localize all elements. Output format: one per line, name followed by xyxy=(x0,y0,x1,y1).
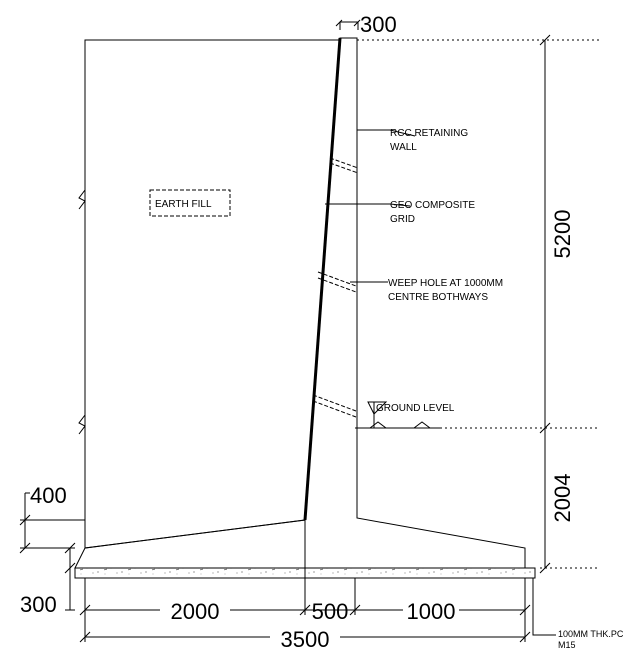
dim-tick xyxy=(64,542,76,574)
dim-label: 5200 xyxy=(550,210,575,259)
earth-fill-label: EARTH FILL xyxy=(155,199,212,210)
earth-fill xyxy=(84,39,341,549)
break-mark xyxy=(78,189,86,435)
rcc-wall xyxy=(74,37,526,569)
ground-level-label: GROUND LEVEL xyxy=(376,403,455,414)
dim-mask xyxy=(160,598,230,620)
dim-label: 300 xyxy=(360,12,397,37)
dim-line xyxy=(84,520,526,642)
geo-label: GRID xyxy=(390,214,415,225)
pcc-label: 100MM THK.PC xyxy=(558,629,624,639)
dim-label: 300 xyxy=(20,592,57,617)
dim-label: 1000 xyxy=(407,599,456,624)
leader xyxy=(532,578,556,636)
dim-line xyxy=(335,19,361,30)
rcc-label: WALL xyxy=(390,142,417,153)
pcc-label: M15 xyxy=(558,640,576,650)
dim-label: 400 xyxy=(30,483,67,508)
geo-label: GEO COMPOSITE xyxy=(390,200,475,211)
rcc-label: RCC RETAINING xyxy=(390,128,468,139)
dim-mask xyxy=(403,598,459,620)
leader xyxy=(325,203,411,207)
dim-tick xyxy=(539,34,551,574)
dim-tick xyxy=(79,604,531,643)
dim-mask xyxy=(270,626,340,648)
dim-label: 2004 xyxy=(550,474,575,523)
weep-hole xyxy=(312,157,359,418)
weep-label: CENTRE BOTHWAYS xyxy=(388,292,488,303)
extension-line xyxy=(357,39,600,569)
geo-grid xyxy=(303,37,342,521)
leader xyxy=(357,129,416,137)
weep-label: WEEP HOLE AT 1000MM xyxy=(388,278,503,289)
dim-label: 500 xyxy=(312,599,349,624)
dim-label: 3500 xyxy=(281,627,330,652)
label-box xyxy=(149,189,231,217)
dim-line xyxy=(65,548,75,611)
ground-symbol xyxy=(367,401,388,415)
ground-hatch xyxy=(369,421,431,429)
dim-label: 2000 xyxy=(171,599,220,624)
dim-tick xyxy=(19,514,31,554)
